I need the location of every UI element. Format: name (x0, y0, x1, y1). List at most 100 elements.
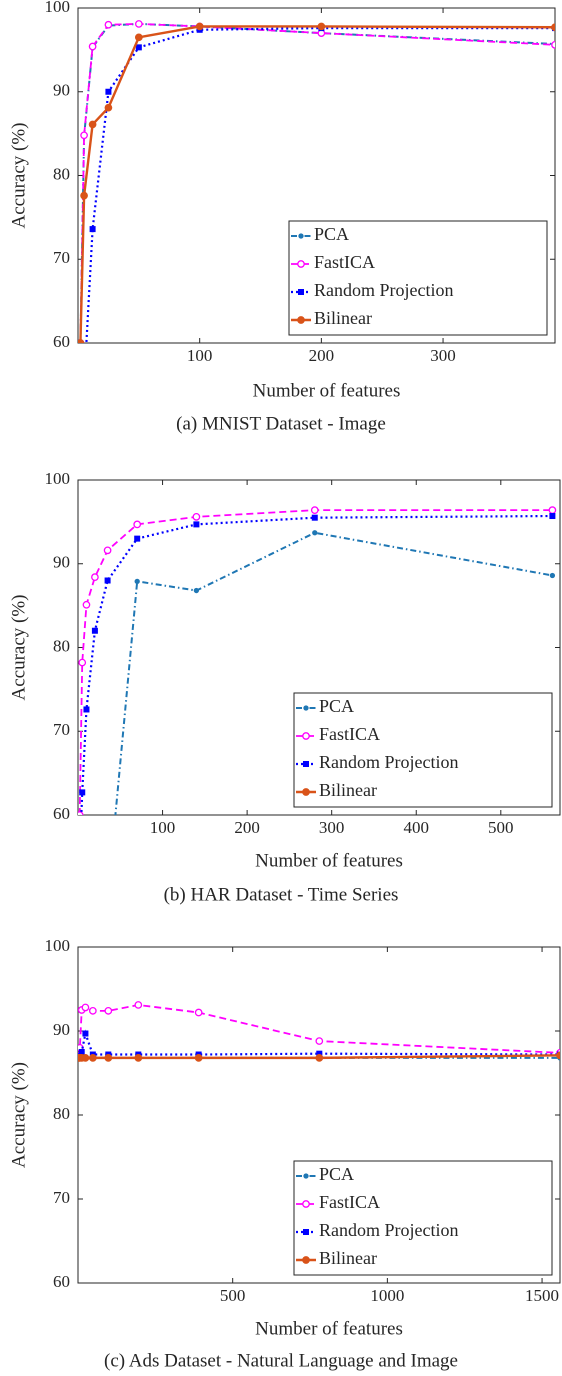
x-tick-label: 1000 (370, 1286, 404, 1305)
marker (193, 521, 200, 528)
legend-box (288, 220, 548, 336)
y-tick-label: 90 (53, 81, 70, 100)
chart: 500 1000 1500 60 70 80 90 100 Number of features… (8, 936, 561, 1371)
y-tick-label: 100 (45, 469, 71, 488)
y-tick-label: 90 (53, 553, 70, 572)
legend-box (293, 692, 553, 808)
legend-marker (303, 1229, 309, 1235)
legend-marker (303, 705, 309, 711)
series-line (78, 1029, 560, 1059)
marker (88, 1006, 97, 1015)
marker (104, 1006, 113, 1015)
chart: 100 200 300 60 70 80 90 100 Number of features Ac… (8, 0, 556, 434)
y-axis-label: Accuracy (%) (8, 1062, 29, 1168)
marker (104, 1054, 113, 1062)
x-axis-label: Number of features (255, 850, 403, 871)
series-line (79, 23, 555, 343)
marker (317, 22, 326, 31)
marker (134, 20, 143, 28)
marker (315, 1054, 324, 1062)
marker (82, 600, 91, 609)
y-tick-label: 70 (53, 1188, 70, 1207)
marker (316, 1050, 323, 1057)
legend-marker (302, 732, 310, 740)
marker (88, 42, 97, 51)
chart: 100 200 300 400 500 60 70 80 90 100 Number of feat… (8, 469, 561, 905)
legend: PCA FastICA Random Projection Bilinear (293, 1160, 553, 1276)
x-tick-label: 200 (234, 818, 260, 837)
marker (134, 33, 143, 42)
legend-marker (302, 788, 310, 796)
caption: (c) Ads Dataset - Natural Language and I… (104, 1350, 458, 1371)
y-tick-label: 80 (53, 636, 70, 655)
marker (310, 506, 319, 514)
series-group (77, 20, 555, 430)
x-tick-label: 500 (220, 1286, 246, 1305)
marker (104, 20, 113, 29)
marker (135, 44, 142, 51)
marker (88, 120, 97, 129)
legend-label: Bilinear (314, 308, 372, 328)
legend-label: Bilinear (319, 1248, 377, 1268)
marker (134, 1001, 143, 1009)
marker (315, 1037, 324, 1045)
marker (194, 1054, 203, 1062)
marker (134, 1054, 143, 1062)
marker (78, 1049, 85, 1055)
y-tick-label: 100 (45, 0, 71, 16)
legend: PCA FastICA Random Projection Bilinear (288, 220, 548, 336)
marker (556, 1051, 560, 1060)
legend-label: PCA (319, 1164, 354, 1184)
x-tick-label: 300 (319, 818, 345, 837)
series-line (78, 1004, 560, 1057)
y-tick-label: 90 (53, 1020, 70, 1039)
marker (91, 627, 98, 634)
y-tick-label: 60 (53, 804, 70, 823)
marker (134, 535, 141, 542)
legend-label: Bilinear (319, 780, 377, 800)
marker (194, 1008, 203, 1017)
legend-label: Random Projection (319, 1220, 458, 1240)
y-tick-label: 70 (53, 720, 70, 739)
legend-marker (303, 761, 309, 767)
y-tick-label: 70 (53, 248, 70, 267)
legend-marker (297, 260, 305, 268)
marker (77, 424, 83, 430)
marker (104, 577, 111, 584)
marker (106, 897, 110, 901)
marker (133, 520, 142, 529)
marker (79, 789, 86, 796)
marker (192, 512, 201, 521)
x-tick-label: 400 (403, 818, 429, 837)
legend-label: Random Projection (319, 752, 458, 772)
marker (78, 658, 87, 667)
marker (88, 1054, 97, 1062)
marker (312, 530, 318, 536)
marker (103, 546, 112, 555)
marker (311, 514, 318, 521)
x-axis-label: Number of features (255, 1318, 403, 1339)
marker (81, 1003, 90, 1012)
legend: PCA FastICA Random Projection Bilinear (293, 692, 553, 808)
marker (80, 191, 88, 200)
marker (89, 226, 96, 233)
marker (78, 339, 85, 343)
marker (134, 578, 140, 584)
x-axis-label: Number of features (253, 380, 401, 401)
marker (81, 1054, 90, 1062)
legend-box (293, 1160, 553, 1276)
x-tick-label: 200 (309, 346, 335, 365)
legend-label: FastICA (319, 724, 380, 744)
legend-label: FastICA (314, 252, 375, 272)
y-axis-label: Accuracy (%) (8, 594, 29, 700)
marker (195, 22, 204, 31)
legend-label: Random Projection (314, 280, 453, 300)
x-tick-label: 100 (187, 346, 213, 365)
marker (104, 103, 113, 112)
legend-marker (302, 1200, 310, 1208)
x-tick-label: 500 (488, 818, 514, 837)
y-tick-label: 80 (53, 164, 70, 183)
legend-marker (298, 289, 304, 295)
series-group (78, 1001, 560, 1062)
